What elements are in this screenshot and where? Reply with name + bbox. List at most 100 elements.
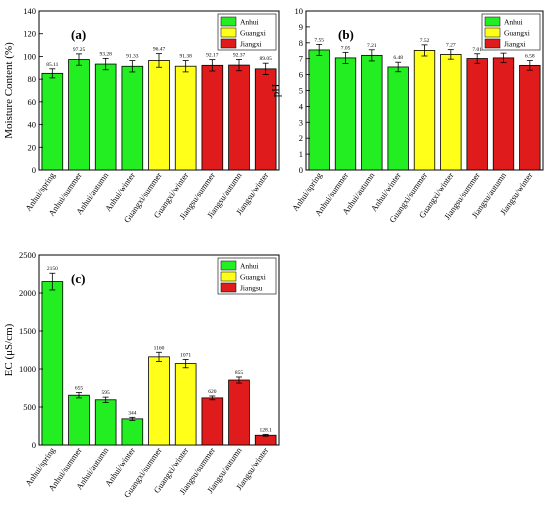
y-tick-label: 20 <box>28 142 37 152</box>
panel-b: 7.55Anhui/spring7.05Anhui/summer7.21Anhu… <box>270 6 544 225</box>
value-label: 7.55 <box>314 37 324 43</box>
bar-guangxi-winter <box>174 363 197 446</box>
bar-anhui-winter <box>121 418 144 446</box>
y-axis-label: EC (μS/cm) <box>3 323 15 376</box>
legend-label: Anhui <box>240 262 259 271</box>
value-label: 1160 <box>154 345 165 351</box>
value-label: 595 <box>102 390 111 396</box>
value-label: 93.28 <box>99 51 112 57</box>
value-label: 620 <box>208 389 217 395</box>
bar-anhui-spring <box>308 49 330 171</box>
bar-anhui-summer <box>68 394 90 446</box>
y-tick-label: 0 <box>299 165 303 175</box>
legend-swatch <box>220 38 237 49</box>
y-tick-label: 40 <box>28 120 37 130</box>
y-tick-label: 1000 <box>19 364 36 374</box>
legend-label: Anhui <box>504 18 523 27</box>
legend: Anhui Guangxi Jiangxi <box>217 13 277 51</box>
value-label: 6.58 <box>525 54 535 60</box>
legend-swatch <box>220 16 237 27</box>
value-label: 128.1 <box>259 427 272 433</box>
value-label: 344 <box>128 410 137 416</box>
legend-label: Anhui <box>240 18 259 27</box>
value-label: 1071 <box>180 352 191 358</box>
bar-anhui-autumn <box>94 399 117 446</box>
y-tick-label: 8 <box>299 38 303 48</box>
bar-guangxi-summer <box>148 356 170 446</box>
y-tick-label: 9 <box>299 22 303 32</box>
value-label: 655 <box>75 386 84 392</box>
legend-swatch <box>484 16 501 27</box>
value-label: 7.01 <box>472 47 482 53</box>
panel-label: (c) <box>71 271 85 286</box>
y-tick-label: 2000 <box>19 288 36 298</box>
value-label: 89.05 <box>259 56 272 62</box>
bar-jiangsu-autumn <box>228 64 250 171</box>
y-tick-label: 80 <box>28 74 37 84</box>
bar-anhui-summer <box>334 57 357 171</box>
y-tick-label: 100 <box>23 51 36 61</box>
panel-label: (a) <box>71 27 86 42</box>
bar-anhui-spring <box>41 72 64 171</box>
legend-label: Jiangxi <box>240 40 262 49</box>
bar-anhui-summer <box>68 59 90 171</box>
value-label: 6.48 <box>393 55 403 61</box>
value-label: 92.37 <box>233 52 246 58</box>
bar-jiangsu-autumn <box>492 57 515 171</box>
value-label: 2150 <box>47 266 58 272</box>
value-label: 91.33 <box>126 54 139 60</box>
value-label: 96.47 <box>153 47 166 53</box>
y-tick-label: 10 <box>295 6 304 16</box>
y-tick-label: 2500 <box>19 250 36 260</box>
legend-label: Guangxi <box>240 29 266 38</box>
value-label: 7.05 <box>341 45 351 51</box>
value-label: 97.25 <box>73 47 86 53</box>
y-tick-label: 5 <box>299 86 303 96</box>
bar-guangxi-winter <box>440 54 462 171</box>
value-label: 855 <box>235 370 244 376</box>
y-tick-label: 6 <box>299 70 303 80</box>
bar-jiangsu-winter <box>254 434 277 446</box>
y-tick-label: 2 <box>299 133 303 143</box>
y-tick-label: 0 <box>32 440 36 450</box>
legend-swatch <box>220 260 237 271</box>
y-tick-label: 120 <box>23 29 36 39</box>
legend-label: Jiangxi <box>504 40 526 49</box>
value-label: 7.27 <box>446 43 456 49</box>
value-label: 91.38 <box>179 54 192 60</box>
panel-a: 85.11Anhui/spring97.25Anhui/summer93.28A… <box>3 6 280 225</box>
y-tick-label: 1500 <box>19 326 36 336</box>
y-tick-label: 140 <box>23 6 36 16</box>
legend-swatch <box>484 27 501 38</box>
bar-guangxi-summer <box>148 60 170 171</box>
legend-label: Jiangsu <box>240 284 263 293</box>
legend-label: Guangxi <box>504 29 530 38</box>
y-tick-label: 500 <box>23 402 36 412</box>
bar-jiangsu-summer <box>201 64 224 171</box>
bar-anhui-spring <box>41 281 64 446</box>
bar-anhui-autumn <box>94 63 117 171</box>
y-axis-label: Moisture Content (%) <box>3 42 15 139</box>
value-label: 7.21 <box>367 43 377 49</box>
bar-anhui-autumn <box>361 54 383 171</box>
legend-swatch <box>220 282 237 293</box>
bar-guangxi-summer <box>413 50 436 171</box>
y-axis-label: pH <box>270 84 282 98</box>
value-label: 85.11 <box>46 62 58 68</box>
panel-c: 2150Anhui/spring655Anhui/summer595Anhui/… <box>3 250 280 500</box>
legend-swatch <box>220 27 237 38</box>
y-tick-label: 4 <box>299 101 304 111</box>
legend-swatch <box>484 38 501 49</box>
bar-jiangsu-summer <box>466 58 488 171</box>
bar-jiangsu-winter <box>519 64 541 171</box>
y-tick-label: 60 <box>28 97 37 107</box>
legend-swatch <box>220 271 237 282</box>
y-tick-label: 0 <box>32 165 36 175</box>
y-tick-label: 3 <box>299 117 303 127</box>
y-tick-label: 1 <box>299 149 303 159</box>
panel-label: (b) <box>338 27 354 42</box>
bar-jiangsu-summer <box>201 397 224 446</box>
bar-anhui-winter <box>121 65 144 171</box>
legend-label: Guangxi <box>240 273 266 282</box>
